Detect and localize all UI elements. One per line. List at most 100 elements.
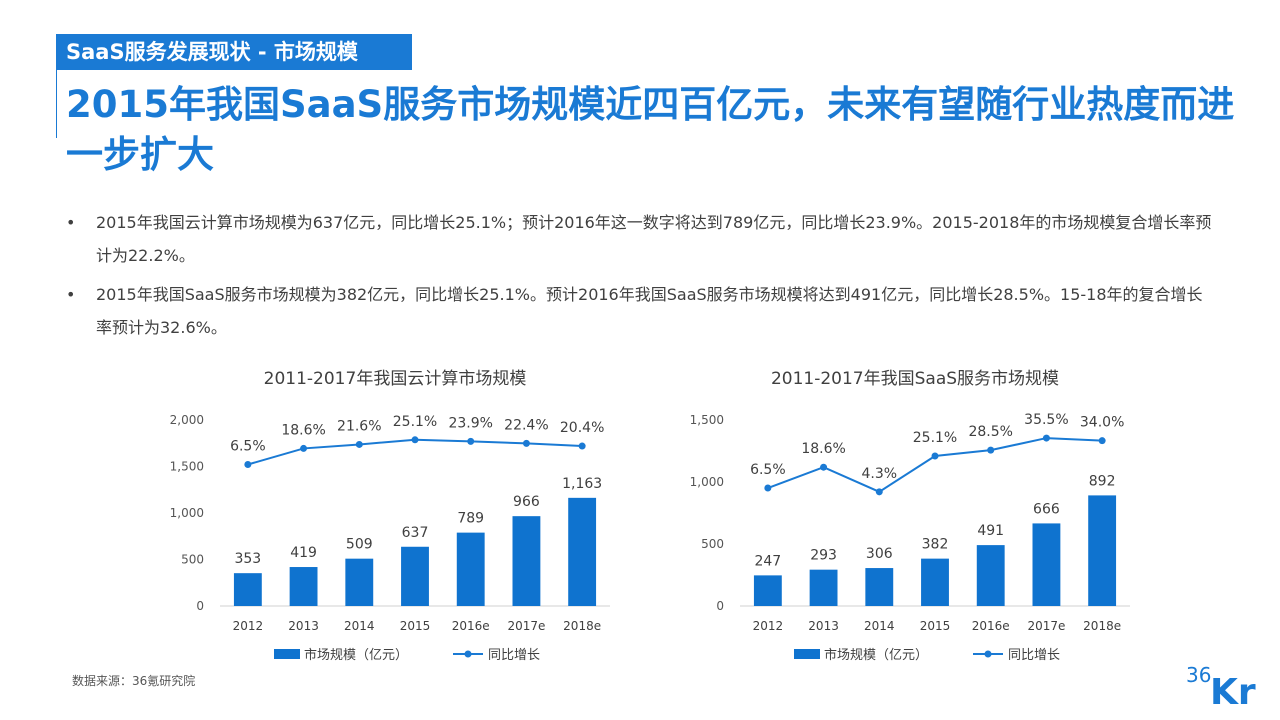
bar: [809, 569, 838, 606]
chart-title: 2011-2017年我国云计算市场规模: [264, 369, 527, 389]
y-tick-label: 1,000: [690, 475, 724, 489]
bar: [976, 545, 1005, 606]
growth-point: [578, 442, 586, 450]
y-tick-label: 1,500: [690, 413, 724, 427]
bar-value-label: 1,163: [562, 476, 602, 492]
bar-value-label: 637: [402, 525, 429, 541]
growth-point: [411, 436, 419, 444]
y-tick-label: 500: [701, 537, 724, 551]
bar: [1088, 495, 1117, 606]
growth-point: [820, 463, 828, 471]
bar-value-label: 419: [290, 545, 317, 561]
bar: [233, 573, 262, 606]
growth-point: [1042, 434, 1050, 442]
bar-value-label: 509: [346, 537, 373, 553]
legend-bar-swatch: [794, 649, 820, 659]
growth-value-label: 25.1%: [913, 430, 957, 446]
legend-bar-label: 市场规模（亿元）: [824, 647, 928, 663]
bar: [865, 568, 894, 606]
x-tick-label: 2014: [864, 619, 895, 633]
x-tick-label: 2012: [233, 619, 264, 633]
cloud-market-chart: 2011-2017年我国云计算市场规模 0 500 1,000 1,500 2,000 35…: [160, 362, 630, 672]
growth-value-label: 18.6%: [801, 441, 845, 457]
y-tick-label: 1,500: [170, 460, 204, 474]
bullet-dot: •: [66, 285, 76, 304]
bar: [921, 558, 949, 606]
bar-value-label: 353: [234, 551, 261, 567]
growth-value-label: 22.4%: [504, 417, 548, 433]
bar: [512, 516, 541, 606]
bar-value-label: 306: [866, 546, 893, 562]
x-tick-label: 2018e: [1083, 619, 1121, 633]
saas-market-chart: 2011-2017年我国SaaS服务市场规模 0 500 1,000 1,500 247 2…: [680, 362, 1150, 672]
y-tick-label: 1,000: [170, 506, 204, 520]
chart-title: 2011-2017年我国SaaS服务市场规模: [771, 369, 1059, 389]
growth-value-label: 35.5%: [1024, 412, 1068, 428]
bar: [753, 575, 782, 606]
cloud-market-chart-svg: 2011-2017年我国云计算市场规模 0 500 1,000 1,500 2,000 35…: [170, 369, 610, 663]
bar-value-label: 293: [810, 548, 837, 564]
growth-value-label: 4.3%: [861, 466, 897, 482]
bar-value-label: 491: [977, 523, 1004, 539]
x-tick-label: 2012: [753, 619, 784, 633]
bar: [1032, 523, 1061, 606]
x-tick-label: 2016e: [452, 619, 490, 633]
bar-value-label: 247: [754, 553, 781, 569]
growth-point: [244, 461, 252, 469]
growth-value-label: 23.9%: [448, 415, 492, 431]
bar: [401, 546, 429, 606]
logo-number: 36: [1186, 663, 1211, 687]
x-tick-label: 2013: [288, 619, 319, 633]
legend-line-marker: [984, 650, 992, 658]
legend-bar-label: 市场规模（亿元）: [304, 647, 408, 663]
growth-line: [247, 438, 583, 466]
section-tag: SaaS服务发展现状 - 市场规模: [56, 34, 412, 70]
x-tick-label: 2015: [400, 619, 431, 633]
bullet-text: 2015年我国云计算市场规模为637亿元，同比增长25.1%；预计2016年这一…: [96, 213, 1212, 265]
growth-point: [875, 488, 883, 496]
growth-point: [522, 439, 530, 447]
36kr-logo: 36 Kr: [1186, 663, 1256, 706]
page-title: 2015年我国SaaS服务市场规模近四百亿元，未来有望随行业热度而进一步扩大: [66, 83, 1235, 176]
accent-divider: [56, 70, 57, 138]
y-tick-label: 0: [196, 599, 204, 613]
growth-point: [300, 444, 308, 452]
bullet-item: • 2015年我国云计算市场规模为637亿元，同比增长25.1%；预计2016年…: [66, 206, 1216, 272]
growth-value-label: 28.5%: [968, 424, 1012, 440]
y-tick-label: 500: [181, 553, 204, 567]
bar-value-label: 789: [457, 511, 484, 527]
bullet-list: • 2015年我国云计算市场规模为637亿元，同比增长25.1%；预计2016年…: [66, 206, 1216, 350]
growth-value-label: 21.6%: [337, 418, 381, 434]
growth-value-label: 6.5%: [750, 462, 786, 478]
bar-value-label: 966: [513, 494, 540, 510]
bar-value-label: 892: [1089, 473, 1116, 489]
x-tick-label: 2015: [920, 619, 951, 633]
growth-value-label: 25.1%: [393, 414, 437, 430]
bar: [345, 558, 374, 606]
growth-point: [987, 446, 995, 454]
legend-line-label: 同比增长: [1008, 648, 1060, 663]
bullet-dot: •: [66, 213, 76, 232]
growth-value-label: 34.0%: [1080, 415, 1124, 431]
legend-line-label: 同比增长: [488, 648, 540, 663]
growth-value-label: 18.6%: [281, 422, 325, 438]
bullet-item: • 2015年我国SaaS服务市场规模为382亿元，同比增长25.1%。预计20…: [66, 278, 1216, 344]
bullet-text: 2015年我国SaaS服务市场规模为382亿元，同比增长25.1%。预计2016…: [96, 285, 1203, 337]
legend-line-marker: [464, 650, 472, 658]
data-source-note: 数据来源：36氪研究院: [72, 674, 196, 688]
x-tick-label: 2013: [808, 619, 839, 633]
x-tick-label: 2017e: [1027, 619, 1065, 633]
legend-bar-swatch: [274, 649, 300, 659]
growth-point: [355, 440, 363, 448]
growth-value-label: 20.4%: [560, 420, 604, 436]
growth-point: [931, 452, 939, 460]
x-tick-label: 2017e: [507, 619, 545, 633]
growth-value-label: 6.5%: [230, 439, 266, 455]
y-tick-label: 0: [716, 599, 724, 613]
growth-point: [467, 437, 475, 445]
bar-value-label: 666: [1033, 501, 1060, 517]
x-tick-label: 2018e: [563, 619, 601, 633]
x-tick-label: 2016e: [972, 619, 1010, 633]
bar: [568, 497, 597, 606]
bar: [289, 567, 318, 606]
